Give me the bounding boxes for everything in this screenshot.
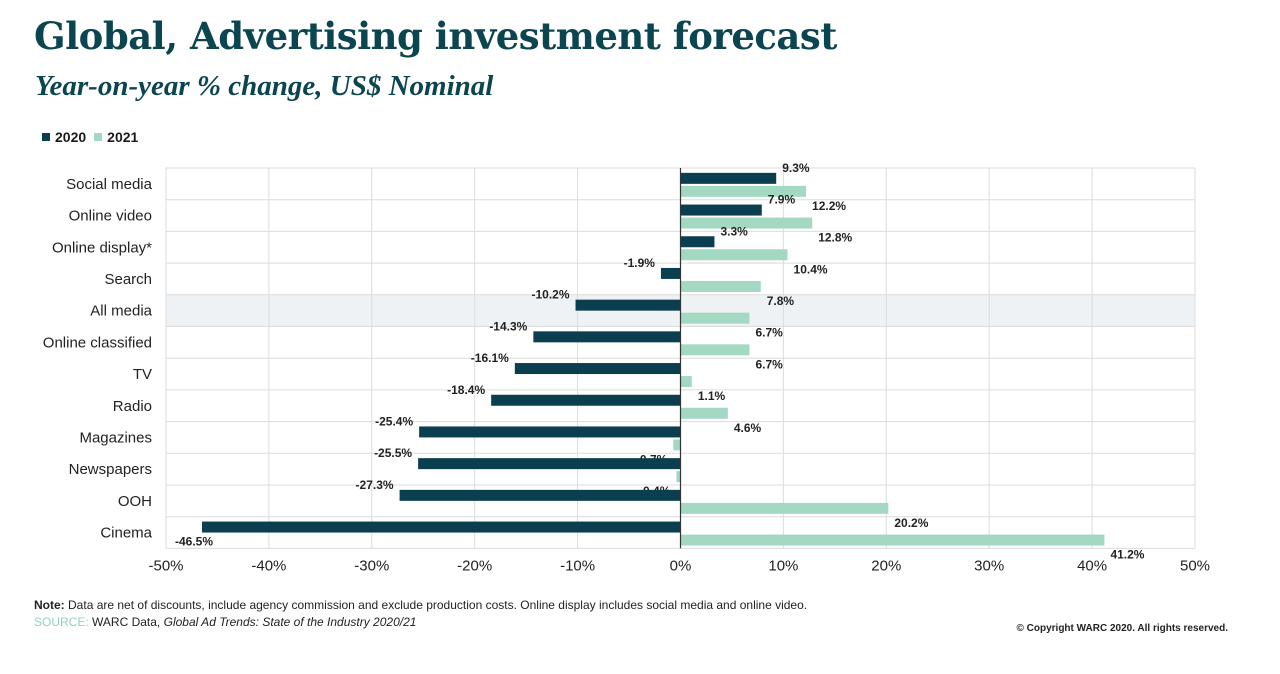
note-text: Data are net of discounts, include agenc… xyxy=(68,598,808,612)
data-label-2020-cinema: -46.5% xyxy=(175,535,213,549)
x-tick-label: 30% xyxy=(974,557,1004,574)
bar-2021-cinema xyxy=(680,534,1105,546)
category-label: Social media xyxy=(66,176,153,193)
legend-label-2020: 2020 xyxy=(55,129,87,145)
bar-2020-online-display xyxy=(680,236,715,248)
legend-item-2021: 2021 xyxy=(94,129,138,145)
source-label: SOURCE: xyxy=(34,615,89,629)
bar-2020-tv xyxy=(514,363,681,375)
data-label-2021-online-video: 12.8% xyxy=(818,231,852,245)
chart-subtitle: Year-on-year % change, US$ Nominal xyxy=(35,70,494,102)
x-tick-label: 50% xyxy=(1180,557,1210,574)
category-label: Radio xyxy=(113,398,152,415)
data-label-2021-ooh: 20.2% xyxy=(894,516,928,530)
data-label-2021-search: 7.8% xyxy=(767,294,795,308)
data-label-2021-online-classified: 6.7% xyxy=(755,357,783,371)
footnote: Note: Data are net of discounts, include… xyxy=(34,598,807,612)
data-label-2020-magazines: -25.4% xyxy=(375,414,413,428)
bar-2020-magazines xyxy=(419,426,681,438)
data-label-2020-newspapers: -25.5% xyxy=(374,446,412,460)
bar-2020-social-media xyxy=(680,172,777,184)
bar-2020-cinema xyxy=(202,521,681,533)
bar-2020-newspapers xyxy=(418,458,681,470)
category-label: All media xyxy=(90,303,152,320)
x-tick-label: 10% xyxy=(768,557,798,574)
bar-2021-search xyxy=(680,280,761,292)
category-label: Online classified xyxy=(43,334,152,351)
bar-2021-online-classified xyxy=(680,344,750,356)
category-label: OOH xyxy=(118,493,152,510)
bar-2020-online-classified xyxy=(533,331,681,343)
bar-2021-radio xyxy=(680,407,728,419)
category-label: Cinema xyxy=(100,525,152,542)
source-line: SOURCE: WARC Data, Global Ad Trends: Sta… xyxy=(34,615,416,629)
bar-chart: -50% -40% -30% -20% -10% 0% 10% 20% 30% 40% 50% Soc… xyxy=(43,161,1210,575)
data-label-2020-tv: -16.1% xyxy=(471,351,509,365)
legend-swatch-2020 xyxy=(42,133,50,141)
copyright: © Copyright WARC 2020. All rights reserv… xyxy=(1016,623,1229,634)
data-label-2021-social-media: 12.2% xyxy=(812,199,846,213)
x-tick-label: 0% xyxy=(670,557,692,574)
bar-2020-radio xyxy=(491,394,681,406)
bar-2021-newspapers xyxy=(676,471,681,483)
x-tick-label: -20% xyxy=(457,557,492,574)
data-label-2020-online-video: 7.9% xyxy=(768,193,796,207)
bar-2020-search xyxy=(660,267,681,279)
bar-2020-ooh xyxy=(399,489,681,501)
category-label: Online display* xyxy=(52,239,152,256)
bar-2020-online-video xyxy=(680,204,762,216)
category-label: Magazines xyxy=(79,429,152,446)
bar-2021-social-media xyxy=(680,185,807,197)
category-label: Newspapers xyxy=(69,461,152,478)
bar-2021-online-video xyxy=(680,217,813,229)
bar-2021-all-media xyxy=(680,312,750,324)
category-label: Search xyxy=(104,271,152,288)
category-label: Online video xyxy=(69,208,152,225)
bar-2021-online-display xyxy=(680,249,788,261)
x-tick-label: 40% xyxy=(1077,557,1107,574)
legend-swatch-2021 xyxy=(94,133,103,141)
legend-item-2020: 2020 xyxy=(42,129,86,145)
x-tick-label: 20% xyxy=(871,557,901,574)
data-label-2021-cinema: 41.2% xyxy=(1110,548,1144,562)
chart-title: Global, Advertising investment forecast xyxy=(34,14,837,58)
bar-2021-tv xyxy=(680,376,692,388)
data-label-2021-all-media: 6.7% xyxy=(755,326,783,340)
x-tick-label: -40% xyxy=(251,557,286,574)
x-tick-label: -10% xyxy=(560,557,595,574)
category-label: TV xyxy=(133,366,152,383)
bar-2021-ooh xyxy=(680,502,889,514)
source-title: Global Ad Trends: State of the Industry … xyxy=(163,615,417,629)
x-tick-label: -30% xyxy=(354,557,389,574)
data-label-2021-online-display: 10.4% xyxy=(794,262,828,276)
legend-label-2021: 2021 xyxy=(107,129,139,145)
bar-2021-magazines xyxy=(673,439,681,451)
bar-2020-all-media xyxy=(575,299,681,311)
data-label-2020-search: -1.9% xyxy=(624,256,656,270)
data-label-2020-all-media: -10.2% xyxy=(532,288,570,302)
data-label-2020-online-display: 3.3% xyxy=(720,224,748,238)
data-label-2020-social-media: 9.3% xyxy=(782,161,810,175)
x-tick-label: -50% xyxy=(148,557,183,574)
data-label-2020-online-classified: -14.3% xyxy=(489,319,527,333)
data-label-2020-ooh: -27.3% xyxy=(356,478,394,492)
data-label-2021-tv: 1.1% xyxy=(698,389,726,403)
data-label-2021-radio: 4.6% xyxy=(734,421,762,435)
legend: 2020 2021 xyxy=(42,129,138,145)
note-label: Note: xyxy=(34,598,65,612)
source-prefix: WARC Data, xyxy=(92,615,161,629)
data-label-2020-radio: -18.4% xyxy=(447,383,485,397)
